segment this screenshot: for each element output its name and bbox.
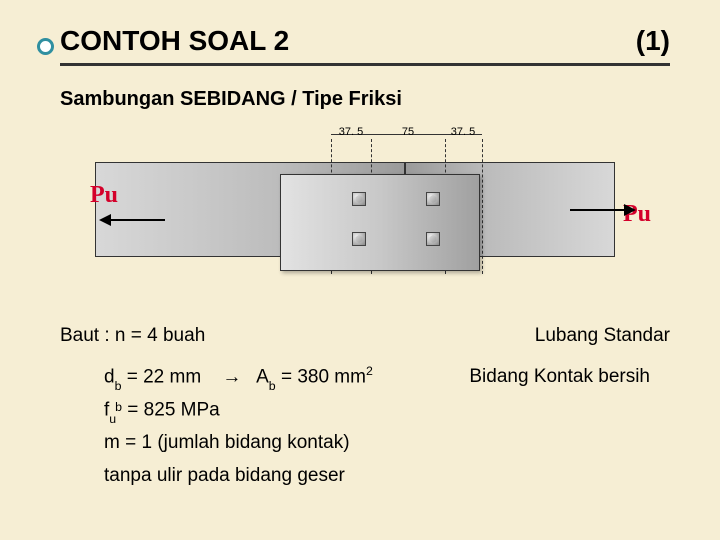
m-line: m = 1 (jumlah bidang kontak) [104, 427, 670, 459]
db-line: db = 22 mm → Ab = 380 mm2 [104, 361, 373, 394]
slide-subtitle: Sambungan SEBIDANG / Tipe Friksi [60, 88, 670, 111]
bolt-icon [426, 192, 440, 206]
dim-label-1: 37. 5 [339, 126, 363, 138]
bolt-icon [352, 232, 366, 246]
splice-plate-front [280, 174, 480, 271]
dim-line-4 [482, 139, 483, 274]
title-divider [60, 63, 670, 66]
info-row-1: Baut : n = 4 buah Lubang Standar [60, 325, 670, 347]
connection-diagram: 37. 5 75 37. 5 Pu Pu [65, 119, 665, 299]
bolt-count-text: Baut : n = 4 buah [60, 325, 205, 347]
header-row: CONTOH SOAL 2 (1) [60, 25, 670, 57]
arrow-left-icon [110, 219, 165, 221]
slide-title: CONTOH SOAL 2 [60, 25, 289, 57]
dim-label-3: 37. 5 [451, 126, 475, 138]
fu-line: fub = 825 MPa [104, 394, 670, 427]
thread-line: tanpa ulir pada bidang geser [104, 460, 670, 492]
hole-type-text: Lubang Standar [535, 325, 670, 347]
bolt-icon [426, 232, 440, 246]
dim-label-2: 75 [402, 126, 414, 138]
contact-surface-text: Bidang Kontak bersih [469, 361, 650, 394]
rightarrow-icon: → [222, 366, 241, 387]
bolt-icon [352, 192, 366, 206]
pu-label-left: Pu [90, 182, 118, 209]
detail-row-db: db = 22 mm → Ab = 380 mm2 Bidang Kontak … [104, 361, 670, 394]
arrow-right-icon [570, 209, 625, 211]
slide: CONTOH SOAL 2 (1) Sambungan SEBIDANG / T… [0, 0, 720, 540]
bullet-decor-circle [37, 38, 54, 55]
slide-page-number: (1) [636, 25, 670, 57]
detail-list: db = 22 mm → Ab = 380 mm2 Bidang Kontak … [104, 361, 670, 492]
